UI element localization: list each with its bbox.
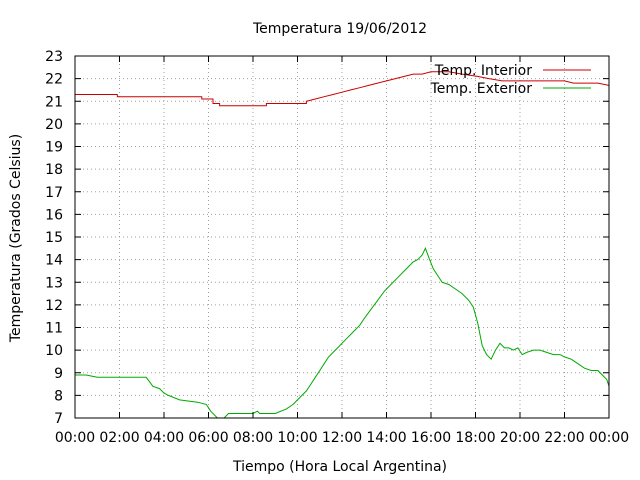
- y-tick-label: 23: [45, 49, 63, 65]
- y-tick-label: 13: [45, 275, 63, 291]
- y-tick-label: 18: [45, 162, 63, 178]
- y-tick-label: 15: [45, 230, 63, 246]
- y-tick-label: 10: [45, 343, 63, 359]
- x-tick-label: 22:00: [544, 430, 584, 446]
- y-tick-labels: 7 8 9 10 11 12 13 14 15 16 17 18 19 20 21 22 23: [45, 49, 63, 427]
- grid-lines: [75, 56, 609, 418]
- x-tick-label: 08:00: [233, 430, 273, 446]
- y-tick-label: 12: [45, 298, 63, 314]
- x-tick-label: 14:00: [366, 430, 406, 446]
- legend-label-interior: Temp. Interior: [434, 63, 533, 79]
- chart-title: Temperatura 19/06/2012: [252, 21, 427, 37]
- y-tick-label: 14: [45, 253, 63, 269]
- y-tick-label: 21: [45, 94, 63, 110]
- x-tick-label: 04:00: [144, 430, 184, 446]
- legend: Temp. Interior Temp. Exterior: [430, 63, 591, 97]
- y-axis-label: Temperatura (Grados Celsius): [8, 134, 24, 343]
- series-line-0: [75, 71, 610, 107]
- legend-label-exterior: Temp. Exterior: [430, 81, 533, 97]
- y-tick-label: 16: [45, 207, 63, 223]
- y-tick-label: 7: [54, 411, 63, 427]
- x-tick-label: 10:00: [277, 430, 317, 446]
- tick-marks: [74, 55, 610, 419]
- x-tick-label: 02:00: [99, 430, 139, 446]
- x-axis-label: Tiempo (Hora Local Argentina): [232, 459, 447, 475]
- y-tick-label: 22: [45, 72, 63, 88]
- y-tick-label: 20: [45, 117, 63, 133]
- y-tick-label: 8: [54, 388, 63, 404]
- x-tick-label: 20:00: [500, 430, 540, 446]
- y-tick-label: 9: [54, 366, 63, 382]
- x-tick-label: 06:00: [188, 430, 228, 446]
- x-tick-label: 12:00: [322, 430, 362, 446]
- x-tick-label: 00:00: [55, 430, 95, 446]
- y-tick-label: 19: [45, 140, 63, 156]
- x-tick-label: 18:00: [455, 430, 495, 446]
- y-tick-label: 17: [45, 185, 63, 201]
- x-tick-labels: 00:00 02:00 04:00 06:00 08:00 10:00 12:00 14:00…: [55, 430, 629, 446]
- y-tick-label: 11: [45, 321, 63, 337]
- x-tick-label: 00:00: [589, 430, 629, 446]
- x-tick-label: 16:00: [411, 430, 451, 446]
